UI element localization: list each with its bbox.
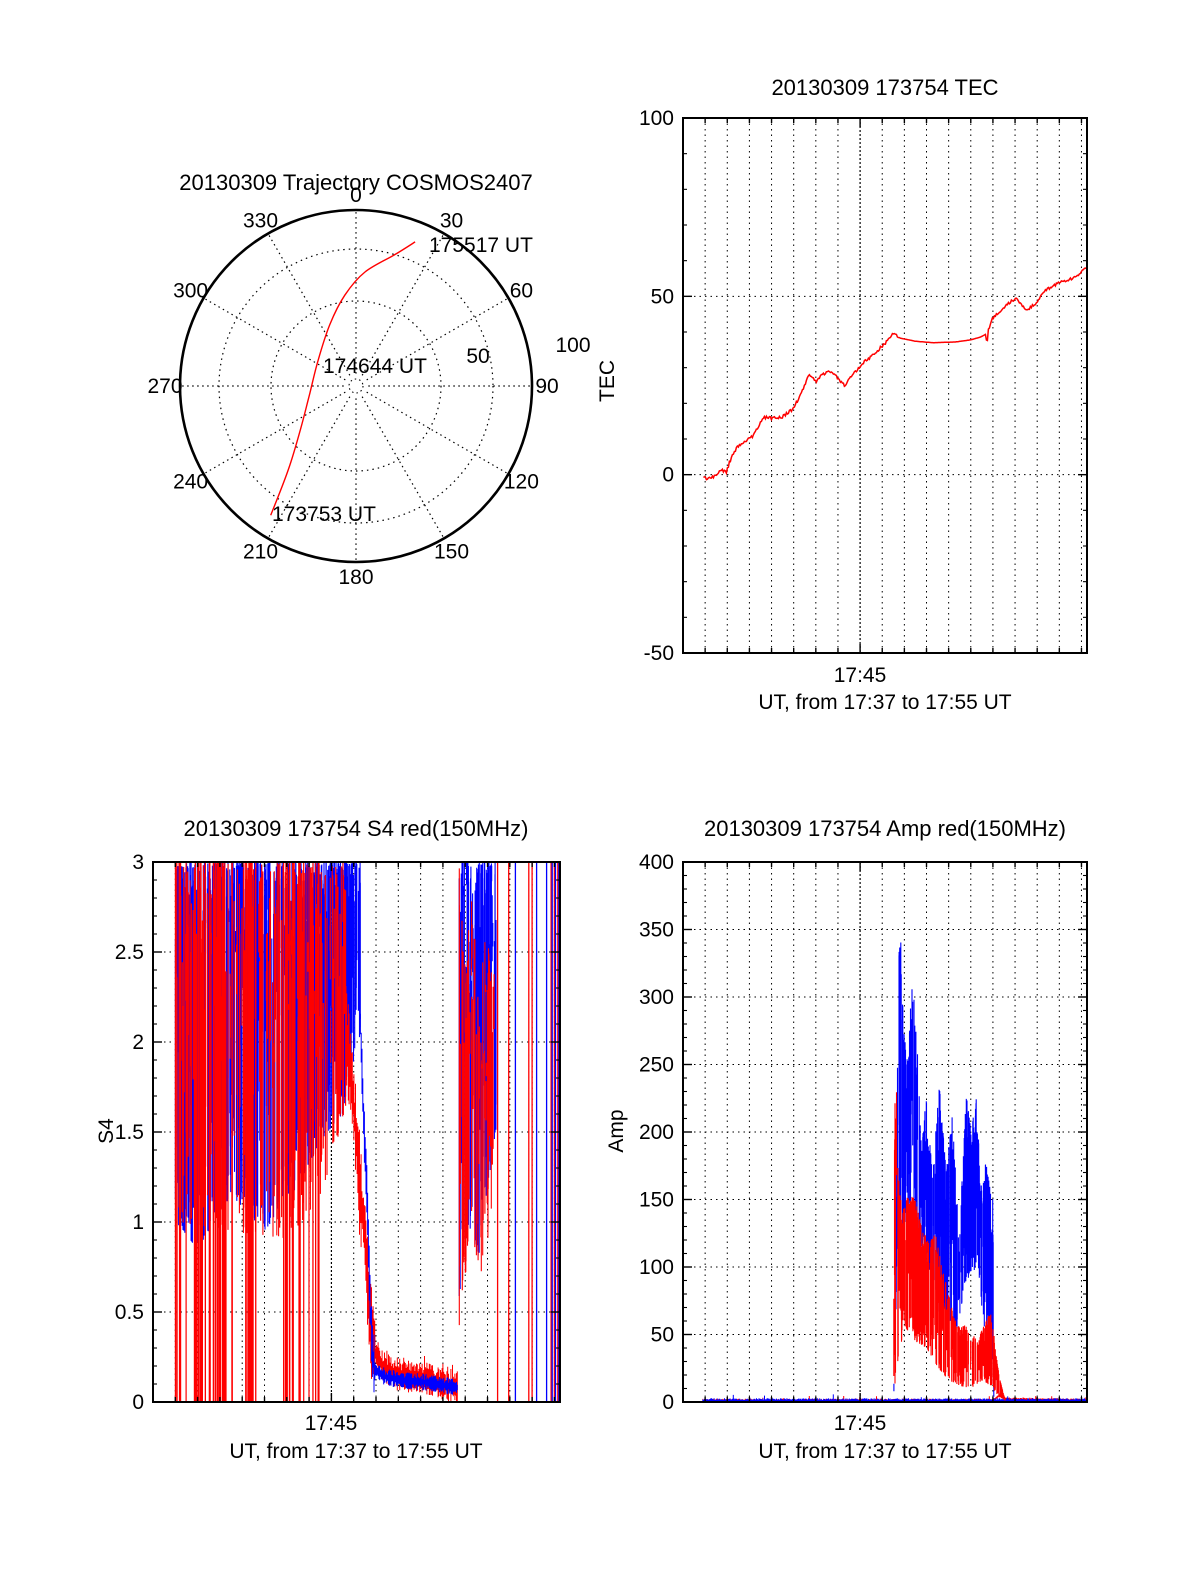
tec-xlabel: UT, from 17:37 to 17:55 UT <box>758 691 1012 714</box>
azimuth-label: 210 <box>243 540 278 563</box>
annotation-start-time: 173753 UT <box>272 503 376 526</box>
tec-ylabel: TEC <box>596 360 619 402</box>
tec-xtick-label: 17:45 <box>833 664 887 687</box>
azimuth-label: 0 <box>350 184 362 207</box>
amp-y-tick-label: 0 <box>662 1391 674 1414</box>
amp-xlabel: UT, from 17:37 to 17:55 UT <box>758 1440 1012 1463</box>
azimuth-label: 180 <box>338 566 373 589</box>
s4-y-tick-label: 0 <box>132 1391 144 1414</box>
azimuth-label: 60 <box>510 280 533 303</box>
s4-y-tick-label: 2.5 <box>115 941 144 964</box>
azimuth-label: 150 <box>434 540 469 563</box>
amp-y-tick-label: 200 <box>639 1121 674 1144</box>
azimuth-label: 330 <box>243 210 278 233</box>
amp-y-tick-label: 350 <box>639 919 674 942</box>
amp-y-tick-label: 100 <box>639 1256 674 1279</box>
tec-y-tick-label: 50 <box>651 285 674 308</box>
azimuth-label: 90 <box>535 375 558 398</box>
amp-xtick-label: 17:45 <box>833 1412 887 1435</box>
azimuth-label: 300 <box>173 280 208 303</box>
amp-plot: 0 50 100 150 200 250 300 350 400 <box>639 851 1088 1414</box>
s4-plot: 0 0.5 1 1.5 2 2.5 3 <box>115 851 561 1414</box>
azimuth-label: 270 <box>147 375 182 398</box>
azimuth-label: 240 <box>173 471 208 494</box>
amp-title: 20130309 173754 Amp red(150MHz) <box>703 816 1067 841</box>
ring-label-50: 50 <box>466 345 490 368</box>
trajectory-plot: 0 30 60 90 120 150 180 210 240 270 300 330 <box>147 184 558 589</box>
s4-xtick-label: 17:45 <box>304 1412 358 1435</box>
amp-y-tick-label: 300 <box>639 986 674 1009</box>
tec-y-tick-label: 100 <box>639 107 674 130</box>
amp-y-tick-label: 50 <box>651 1324 674 1347</box>
s4-y-tick-label: 3 <box>132 851 144 874</box>
azimuth-label: 30 <box>440 210 463 233</box>
annotation-end-time: 175517 UT <box>429 234 533 257</box>
s4-y-tick-label: 2 <box>132 1031 144 1054</box>
amp-y-tick-label: 400 <box>639 851 674 874</box>
azimuth-label: 120 <box>504 471 539 494</box>
annotation-mid-time: 174644 UT <box>323 355 427 378</box>
tec-plot: -50 0 50 100 <box>639 107 1088 665</box>
tec-title: 20130309 173754 TEC <box>771 75 999 100</box>
amp-ylabel: Amp <box>605 1109 628 1153</box>
s4-y-tick-label: 1.5 <box>115 1121 144 1144</box>
tec-y-tick-label: -50 <box>644 642 674 665</box>
trajectory-title: 20130309 Trajectory COSMOS2407 <box>179 170 533 195</box>
s4-y-tick-label: 1 <box>132 1211 144 1234</box>
s4-xlabel: UT, from 17:37 to 17:55 UT <box>229 1440 483 1463</box>
s4-ylabel: S4 <box>95 1118 118 1144</box>
ring-label-100: 100 <box>555 334 591 357</box>
s4-y-tick-label: 0.5 <box>115 1301 144 1324</box>
s4-title: 20130309 173754 S4 red(150MHz) <box>183 816 529 841</box>
amp-y-tick-label: 150 <box>639 1189 674 1212</box>
tec-y-tick-label: 0 <box>662 464 674 487</box>
amp-y-tick-label: 250 <box>639 1054 674 1077</box>
